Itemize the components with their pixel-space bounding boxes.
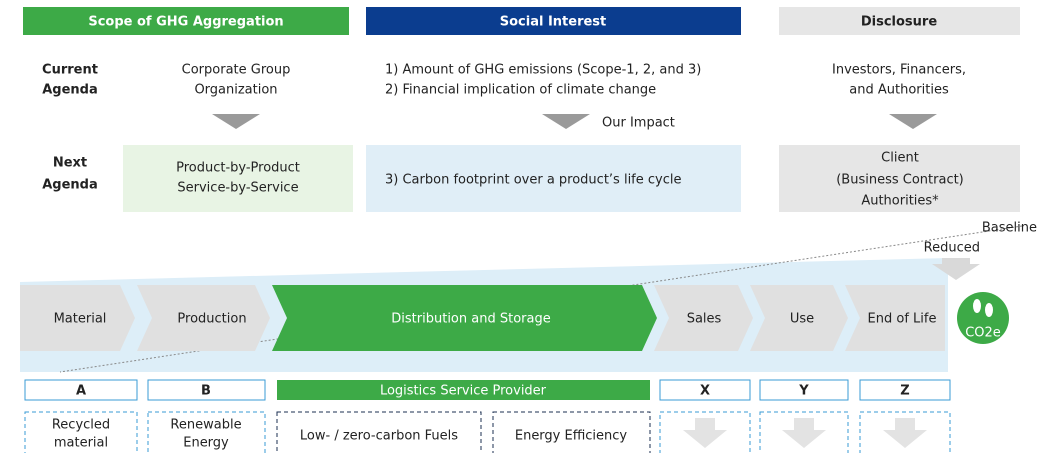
stage-label: Sales	[687, 312, 722, 327]
cell-text: 1) Amount of GHG emissions (Scope-1, 2, …	[385, 63, 701, 78]
measure-box	[659, 411, 751, 453]
cell-text: (Business Contract)	[836, 173, 964, 188]
provider-box	[659, 379, 751, 401]
measure-box	[24, 411, 138, 453]
cell-text: Investors, Financers,	[832, 63, 966, 78]
measure-box	[147, 411, 266, 453]
footprint-icon	[985, 303, 993, 317]
header-bar	[23, 7, 349, 35]
header-bar	[366, 7, 741, 35]
cell-text: Organization	[194, 83, 277, 98]
header-bar	[779, 7, 1020, 35]
provider-label: X	[700, 384, 710, 399]
provider-label: B	[201, 384, 211, 399]
stage-label: End of Life	[868, 312, 937, 327]
stage-label: Material	[54, 312, 107, 327]
measure-text: material	[54, 436, 108, 451]
measure-box	[276, 411, 482, 453]
stage-label: Distribution and Storage	[391, 312, 550, 327]
down-triangle	[212, 114, 260, 129]
stage-chevron	[20, 285, 135, 351]
down-arrow	[683, 418, 727, 448]
stage-chevron	[272, 285, 657, 351]
cell-text: and Authorities	[849, 83, 949, 98]
measure-text: Energy	[183, 436, 229, 451]
reduced-label: Reduced	[924, 241, 980, 256]
header-text: Disclosure	[861, 15, 937, 30]
stage-chevron	[750, 285, 848, 351]
cell-text: Client	[881, 151, 919, 166]
measure-box	[492, 411, 651, 453]
down-triangle	[889, 114, 937, 129]
measure-box	[859, 411, 951, 453]
stage-label: Production	[177, 312, 246, 327]
cell-box	[779, 145, 1020, 212]
provider-box	[147, 379, 266, 401]
stage-label: Use	[790, 312, 814, 327]
row-label: Agenda	[42, 83, 98, 98]
cell-box	[123, 145, 353, 212]
measure-box	[759, 411, 849, 453]
header-text: Social Interest	[500, 15, 607, 30]
baseline-label: Baseline	[982, 221, 1037, 236]
provider-box	[277, 380, 650, 400]
down-triangle	[542, 114, 590, 129]
stage-chevron	[845, 285, 945, 351]
provider-box	[859, 379, 951, 401]
row-label: Next	[53, 156, 87, 171]
down-arrow	[782, 418, 826, 448]
co2e-label: CO2e	[965, 326, 1001, 341]
cell-text: Authorities*	[861, 194, 939, 209]
measure-text: Energy Efficiency	[515, 429, 628, 444]
row-label: Agenda	[42, 178, 98, 193]
stage-chevron	[654, 285, 753, 351]
footprint-icon	[973, 299, 981, 313]
provider-box	[759, 379, 849, 401]
provider-label: Z	[900, 384, 909, 399]
impact-label: Our Impact	[602, 116, 675, 131]
header-text: Scope of GHG Aggregation	[88, 15, 283, 30]
row-label: Current	[42, 63, 98, 78]
down-arrow	[883, 418, 927, 448]
co2e-badge	[957, 292, 1009, 344]
provider-label: Y	[798, 384, 809, 399]
cell-text: 2) Financial implication of climate chan…	[385, 83, 656, 98]
cell-text: Service-by-Service	[177, 181, 298, 196]
reduce-arrow	[932, 258, 980, 280]
measure-text: Recycled	[52, 418, 110, 433]
provider-label: A	[76, 384, 86, 399]
cell-text: Product-by-Product	[176, 161, 300, 176]
provider-label: Logistics Service Provider	[380, 384, 547, 399]
stage-chevron	[137, 285, 270, 351]
measure-text: Renewable	[170, 418, 241, 433]
cell-box	[366, 145, 741, 212]
cell-text: 3) Carbon footprint over a product’s lif…	[385, 173, 682, 188]
measure-text: Low- / zero-carbon Fuels	[300, 429, 458, 444]
cell-text: Corporate Group	[182, 63, 291, 78]
provider-box	[24, 379, 138, 401]
